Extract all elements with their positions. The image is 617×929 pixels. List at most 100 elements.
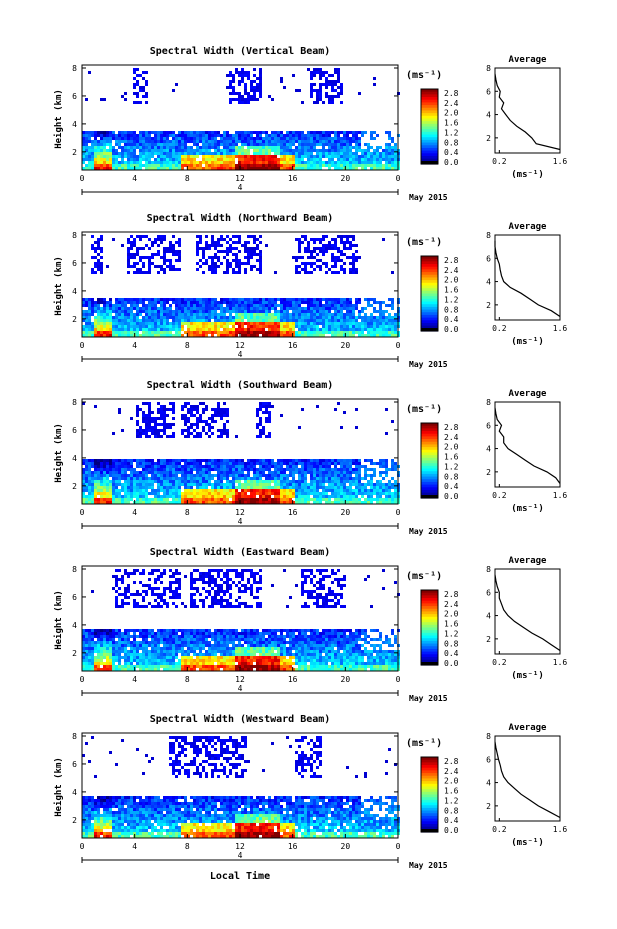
heatmap-cell (349, 298, 352, 301)
heatmap-cell (97, 259, 100, 262)
heatmap-cell (211, 131, 214, 134)
heatmap-cell (112, 483, 115, 486)
heatmap-cell (352, 462, 355, 465)
heatmap-cell (253, 155, 256, 158)
heatmap-cell (307, 137, 310, 140)
heatmap-cell (85, 146, 88, 149)
heatmap-cell (328, 298, 331, 301)
heatmap-cell (268, 313, 271, 316)
heatmap-cell (331, 244, 334, 247)
heatmap-cell (295, 471, 298, 474)
heatmap-cell (130, 483, 133, 486)
heatmap-cell (292, 486, 295, 489)
heatmap-cell (112, 331, 115, 334)
heatmap-cell (196, 235, 199, 238)
heatmap-cell (385, 331, 388, 334)
heatmap-cell (223, 486, 226, 489)
heatmap-cell (310, 86, 313, 89)
heatmap-cell (139, 489, 142, 492)
heatmap-cell (217, 250, 220, 253)
heatmap-cell (334, 328, 337, 331)
heatmap-cell (250, 319, 253, 322)
heatmap-cell (301, 137, 304, 140)
heatmap-cell (160, 334, 163, 337)
heatmap-cell (361, 495, 364, 498)
heatmap-cell (88, 474, 91, 477)
heatmap-cell (262, 146, 265, 149)
heatmap-cell (340, 137, 343, 140)
colorbar-step (421, 113, 438, 117)
heatmap-cell (367, 495, 370, 498)
heatmap-cell (148, 465, 151, 468)
heatmap-cell (334, 241, 337, 244)
heatmap-cell (310, 316, 313, 319)
heatmap-cell (202, 137, 205, 140)
heatmap-cell (136, 429, 139, 432)
heatmap-cell (334, 89, 337, 92)
heatmap-cell (259, 83, 262, 86)
heatmap-cell (241, 68, 244, 71)
colorbar-step (421, 102, 438, 106)
heatmap-cell (289, 489, 292, 492)
heatmap-cell (271, 301, 274, 304)
heatmap-cell (100, 465, 103, 468)
heatmap-cell (250, 492, 253, 495)
heatmap-cell (193, 304, 196, 307)
heatmap-cell (343, 468, 346, 471)
heatmap-cell (229, 334, 232, 337)
heatmap-cell (325, 471, 328, 474)
heatmap-cell (358, 483, 361, 486)
heatmap-cell (130, 334, 133, 337)
heatmap-cell (169, 268, 172, 271)
heatmap-cell (199, 167, 202, 170)
heatmap-cell (142, 137, 145, 140)
heatmap-cell (265, 480, 268, 483)
heatmap-cell (178, 158, 181, 161)
heatmap-cell (133, 307, 136, 310)
heatmap-cell (148, 316, 151, 319)
heatmap-cell (283, 155, 286, 158)
heatmap-cell (388, 304, 391, 307)
heatmap-cell (214, 474, 217, 477)
heatmap-cell (325, 86, 328, 89)
heatmap-cell (304, 310, 307, 313)
heatmap-cell (310, 238, 313, 241)
heatmap-cell (223, 408, 226, 411)
heatmap-cell (88, 313, 91, 316)
heatmap-cell (331, 322, 334, 325)
heatmap-cell (127, 316, 130, 319)
heatmap-cell (289, 480, 292, 483)
heatmap-cell (109, 313, 112, 316)
heatmap-cell (301, 483, 304, 486)
heatmap-cell (211, 271, 214, 274)
colorbar-step (421, 277, 438, 281)
heatmap-cell (250, 253, 253, 256)
heatmap-cell (145, 307, 148, 310)
heatmap-cell (307, 131, 310, 134)
heatmap-cell (166, 310, 169, 313)
heatmap-cell (214, 468, 217, 471)
heatmap-cell (304, 235, 307, 238)
heatmap-cell (373, 77, 376, 80)
heatmap-cell (148, 408, 151, 411)
heatmap-cell (334, 304, 337, 307)
heatmap-cell (148, 131, 151, 134)
heatmap-cell (199, 498, 202, 501)
heatmap-cell (304, 492, 307, 495)
heatmap-cell (217, 483, 220, 486)
heatmap-cell (178, 298, 181, 301)
heatmap-cell (274, 137, 277, 140)
heatmap-cell (316, 310, 319, 313)
heatmap-cell (364, 334, 367, 337)
heatmap-cell (301, 134, 304, 137)
colorbar-step (421, 118, 438, 122)
heatmap-cell (247, 131, 250, 134)
heatmap-cell (367, 328, 370, 331)
heatmap-cell (334, 68, 337, 71)
heatmap-cell (151, 304, 154, 307)
heatmap-cell (160, 235, 163, 238)
heatmap-cell (145, 101, 148, 104)
heatmap-cell (157, 402, 160, 405)
heatmap-cell (169, 161, 172, 164)
heatmap-cell (316, 253, 319, 256)
